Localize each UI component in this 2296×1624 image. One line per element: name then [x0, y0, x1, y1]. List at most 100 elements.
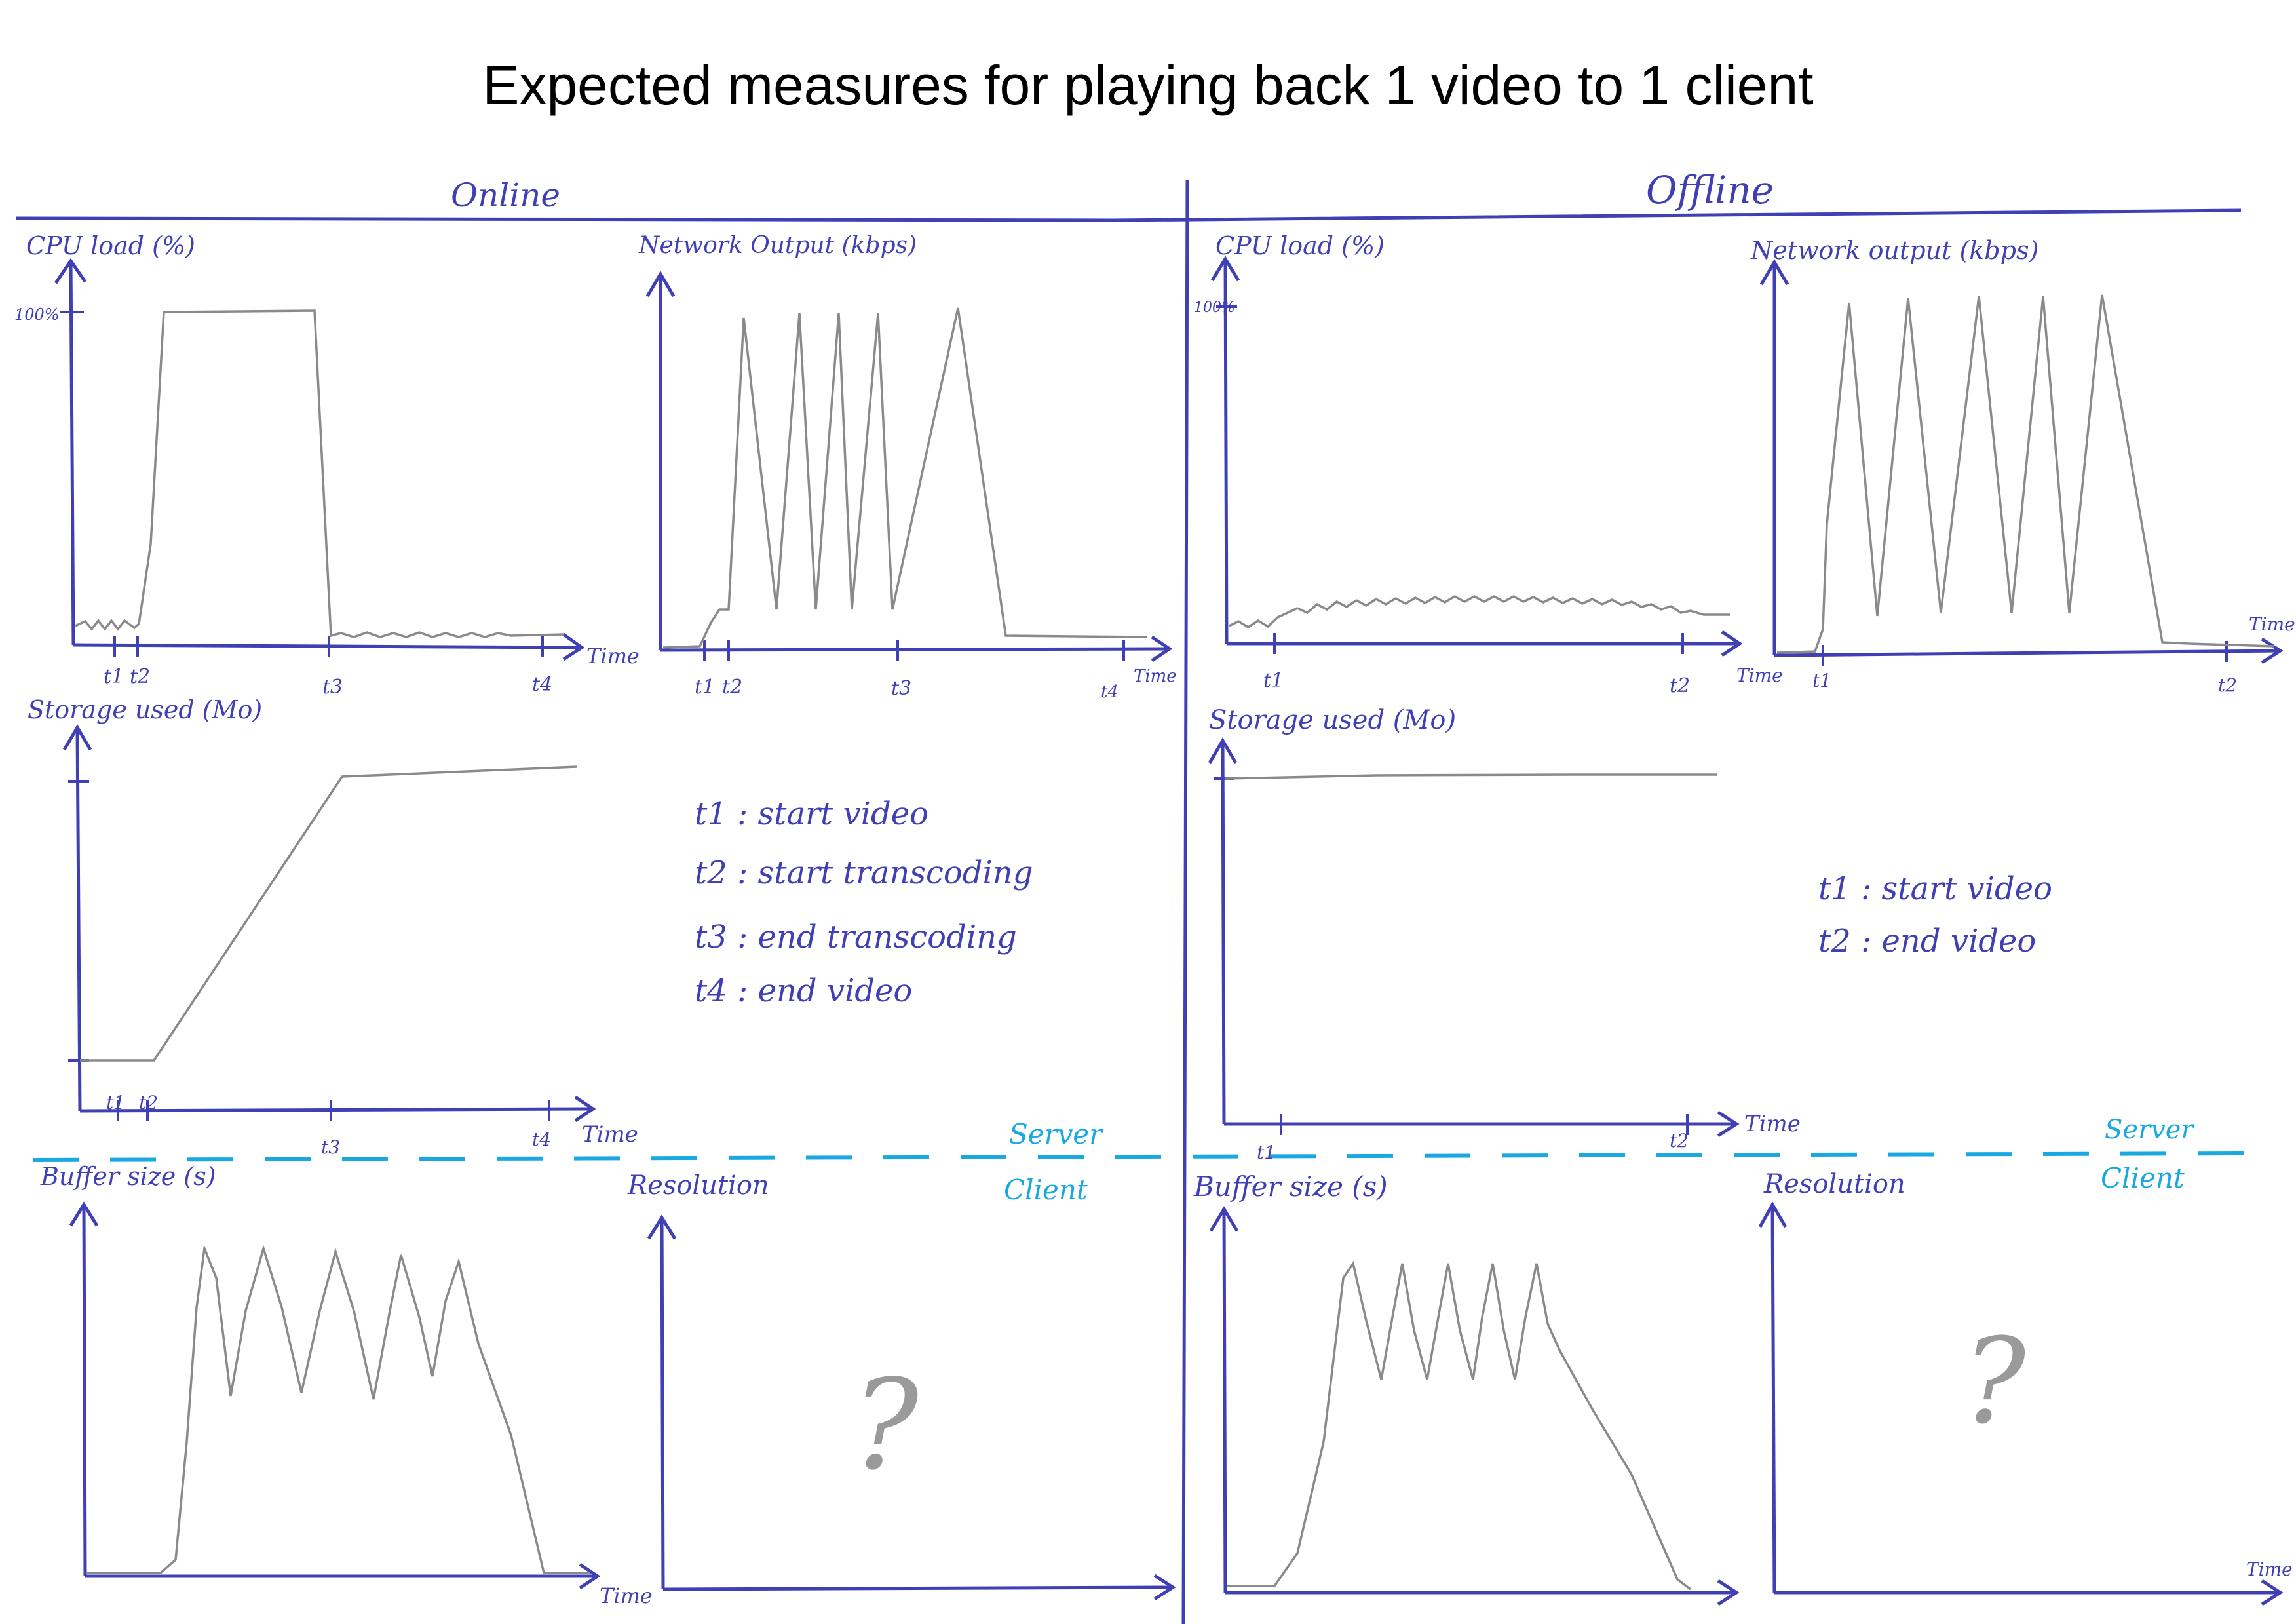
- y-axis: [69, 260, 75, 646]
- tick-label-t1: t1: [106, 1092, 125, 1113]
- legend-item: t3 : end transcoding: [695, 919, 1017, 956]
- tick-label-t4: t4: [532, 1129, 551, 1150]
- buffer-size-curve: [86, 1244, 590, 1574]
- y-axis: [82, 1204, 87, 1577]
- arrow-head: [1758, 1201, 1788, 1228]
- online-heading: Online: [451, 176, 560, 214]
- arrow-head: [69, 1201, 99, 1227]
- arrow-head: [1721, 630, 1743, 657]
- cpu-load-curve: [75, 309, 564, 638]
- center-divider-line: [1181, 180, 1189, 1624]
- x-axis: [73, 643, 581, 649]
- arrow-head: [1717, 1110, 1740, 1138]
- arrow-head: [1209, 1206, 1239, 1232]
- legend-item: t2 : end video: [1818, 923, 2036, 959]
- tick-label-t1: t1: [1263, 669, 1284, 692]
- y-axis: [1770, 1204, 1776, 1593]
- arrow-head: [1151, 635, 1173, 663]
- cpu-load-curve: [1229, 594, 1730, 629]
- online-storage-chart: Storage used (Mo) Time t1 t2 t3 t4: [28, 695, 638, 1158]
- arrow-head: [562, 632, 585, 661]
- tick-label-t1: t1: [695, 676, 715, 699]
- y-axis-label: Buffer size (s): [1193, 1170, 1388, 1203]
- y-axis-label: Resolution: [1763, 1169, 1905, 1199]
- tick-label-t2: t2: [1670, 674, 1690, 697]
- online-cpu-chart: CPU load (%) 100% Time t1 t2 t3 t4: [14, 231, 640, 699]
- tick-label-t2: t2: [1670, 1130, 1689, 1151]
- tick-label-t1: t1: [1257, 1142, 1276, 1163]
- online-network-chart: Network Output (kbps) Time t1 t2 t3 t4: [638, 232, 1177, 702]
- tick-label-t3: t3: [321, 1136, 340, 1158]
- y-axis: [75, 727, 82, 1112]
- tick-label-t2: t2: [722, 676, 742, 699]
- y-axis-label: Buffer size (s): [40, 1162, 216, 1191]
- arrow-head: [2261, 637, 2284, 665]
- y-axis: [660, 1217, 665, 1590]
- x-axis-label: Time: [2249, 613, 2295, 635]
- tick-label-t2: t2: [139, 1092, 158, 1113]
- y-axis: [1223, 258, 1229, 644]
- server-client-divider: [32, 1151, 2255, 1162]
- x-axis: [79, 1107, 594, 1113]
- page-title: Expected measures for playing back 1 vid…: [482, 54, 1814, 116]
- arrow-head: [54, 258, 87, 284]
- offline-cpu-chart: CPU load (%) 100% Time t1 t2: [1194, 231, 1783, 697]
- tick-label-t1: t1: [1812, 670, 1831, 691]
- offline-heading: Offline: [1646, 168, 1774, 212]
- online-buffer-chart: Buffer size (s) Time: [40, 1162, 653, 1608]
- offline-client-label: Client: [2101, 1162, 2185, 1194]
- x-axis-label: Time: [582, 1121, 638, 1148]
- buffer-size-curve: [1227, 1260, 1692, 1591]
- online-legend: t1 : start video t2 : start transcoding …: [695, 796, 1033, 1009]
- x-axis-label: Time: [1134, 667, 1177, 686]
- tick-label-t2: t2: [2218, 674, 2237, 696]
- y-axis-label: Storage used (Mo): [1209, 705, 1456, 735]
- arrow-head: [647, 1214, 677, 1240]
- x-axis-label: Time: [600, 1583, 653, 1608]
- arrow-head: [579, 1562, 601, 1590]
- legend-item: t1 : start video: [695, 796, 928, 832]
- tick-label-t4: t4: [532, 673, 552, 696]
- offline-server-label: Server: [2105, 1115, 2195, 1145]
- legend-item: t1 : start video: [1818, 870, 2052, 907]
- x-axis: [660, 647, 1170, 652]
- online-server-label: Server: [1009, 1118, 1104, 1150]
- y-axis-label: Storage used (Mo): [28, 695, 262, 724]
- online-client-label: Client: [1004, 1174, 1088, 1206]
- y-axis-label: Network output (kbps): [1750, 236, 2038, 265]
- x-axis-label: Time: [1744, 1111, 1801, 1137]
- arrow-head: [645, 271, 676, 298]
- arrow-head: [1208, 737, 1238, 764]
- legend-item: t4 : end video: [695, 973, 912, 1009]
- arrow-head: [574, 1095, 596, 1123]
- arrow-head: [1717, 1579, 1740, 1606]
- offline-legend: t1 : start video t2 : end video: [1818, 870, 2052, 959]
- y-tick-label: 100%: [1194, 300, 1235, 316]
- y-axis-label: CPU load (%): [1215, 231, 1385, 260]
- arrow-head: [1759, 259, 1789, 286]
- y-axis-label: Network Output (kbps): [638, 232, 917, 259]
- legend-item: t2 : start transcoding: [695, 855, 1033, 891]
- y-axis-label: Resolution: [627, 1170, 769, 1201]
- x-axis: [662, 1585, 1174, 1591]
- y-axis: [1222, 1208, 1227, 1593]
- arrow-head: [2261, 1579, 2284, 1606]
- tick-label-t3: t3: [891, 677, 911, 700]
- arrow-head: [1210, 256, 1240, 282]
- y-axis: [1221, 740, 1226, 1125]
- resolution-question-mark: ?: [852, 1353, 919, 1498]
- x-axis-label: Time: [586, 644, 640, 668]
- tick-label-t4: t4: [1101, 682, 1119, 702]
- storage-used-curve: [1225, 773, 1717, 780]
- tick-label-t2: t2: [130, 665, 150, 688]
- tick-label-t1: t1: [104, 665, 124, 688]
- x-axis: [1774, 649, 2281, 657]
- y-axis-label: CPU load (%): [26, 231, 195, 260]
- online-resolution-chart: Resolution ?: [627, 1170, 1176, 1601]
- arrow-head: [62, 724, 92, 751]
- offline-resolution-chart: Resolution ?: [1758, 1169, 2284, 1606]
- network-output-curve: [1776, 294, 2274, 654]
- x-axis-label: Time: [2246, 1558, 2293, 1580]
- x-axis-label: Time: [1736, 665, 1783, 686]
